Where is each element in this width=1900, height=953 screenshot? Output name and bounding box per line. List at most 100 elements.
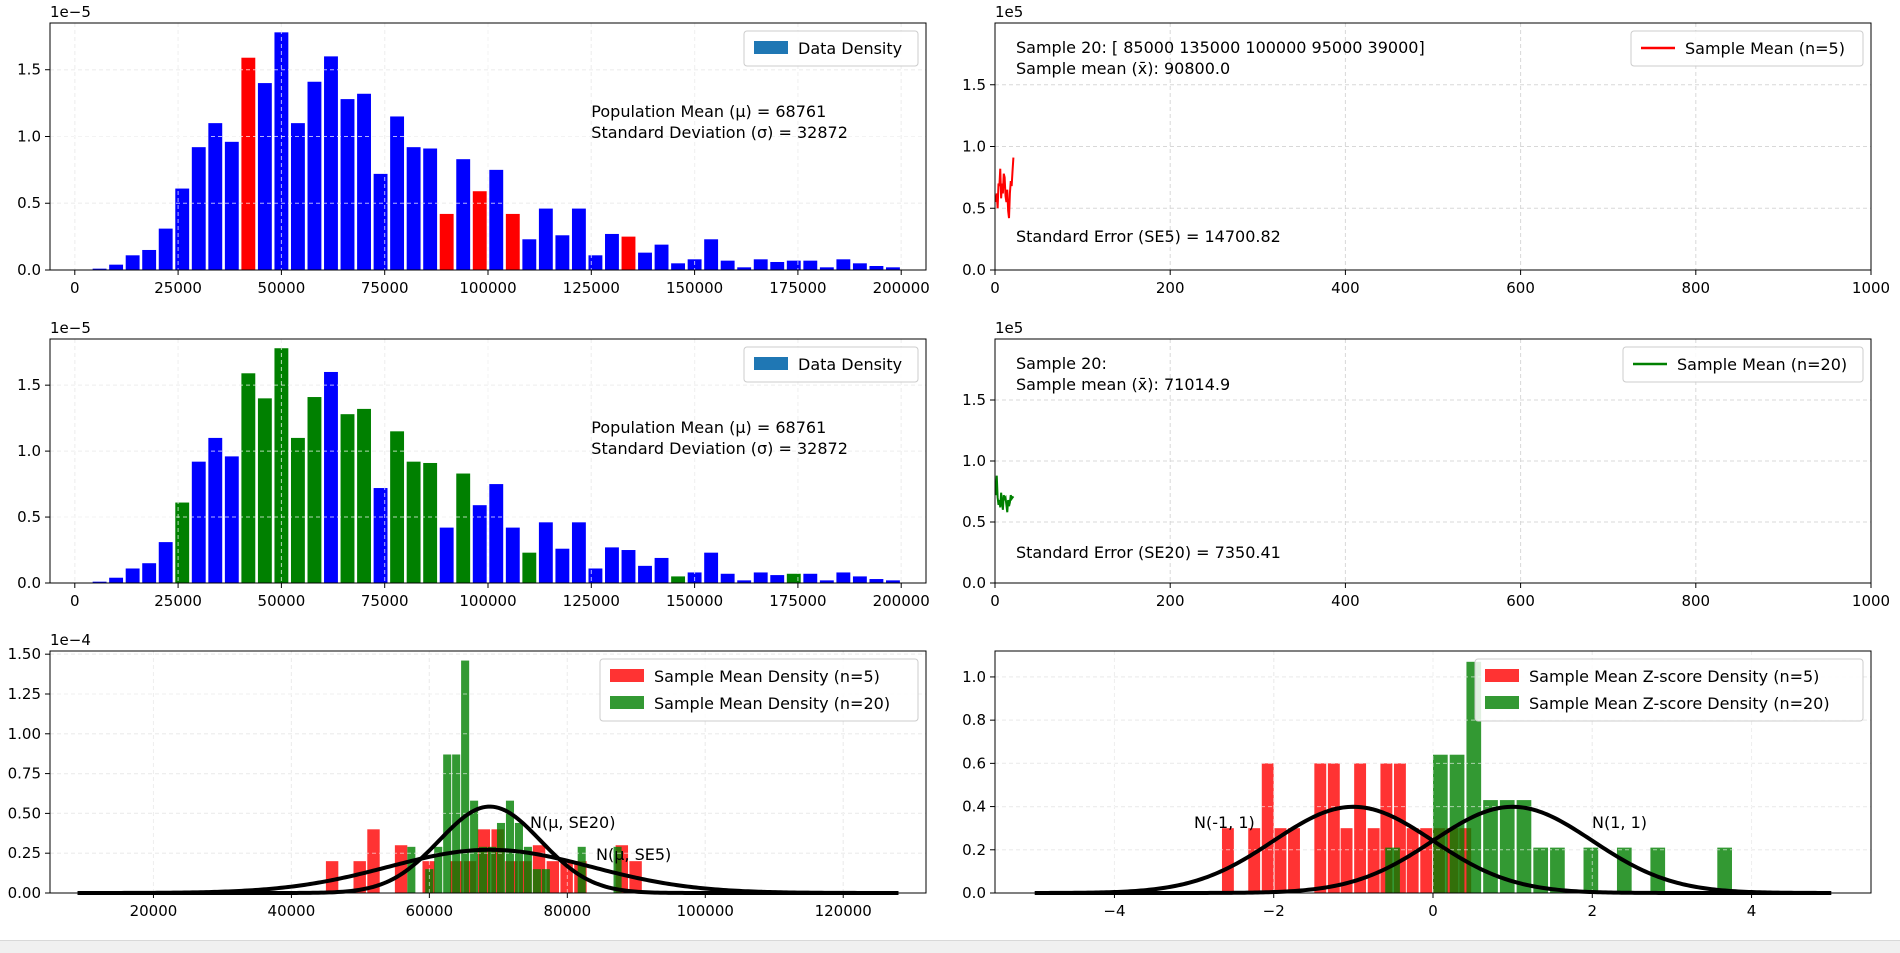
chart4-normal-curve-1 <box>77 847 899 895</box>
chart1-ytick-label-1: 0.5 <box>962 199 986 217</box>
chart2-legend-label-0: Data Density <box>798 355 902 374</box>
chart3-ytick-label-0: 0.0 <box>962 574 986 592</box>
chart5-series1-bar-1 <box>1433 754 1448 893</box>
chart4-series1-bar-15 <box>577 846 586 893</box>
chart0-bar-9 <box>224 141 239 270</box>
chart2-bar-10 <box>241 373 256 583</box>
chart0-bar-11 <box>257 83 272 270</box>
chart2-bar-24 <box>472 505 487 583</box>
chart3-xtick-label-0: 0 <box>990 592 1000 610</box>
chart0-bar-30 <box>571 208 586 270</box>
chart0-bar-5 <box>158 228 173 270</box>
chart2-ytick-label-1: 0.5 <box>17 508 41 526</box>
chart3-xtick-label-4: 800 <box>1681 592 1710 610</box>
chart0-bar-24 <box>472 191 487 270</box>
chart5-xtick-label-0: −4 <box>1103 902 1125 920</box>
chart0-bar-2 <box>109 264 124 270</box>
chart0-bar-32 <box>605 233 619 270</box>
chart2-bar-39 <box>720 573 735 583</box>
chart5-series1-bar-5 <box>1499 800 1515 893</box>
chart1-xtick-label-2: 400 <box>1331 279 1360 297</box>
chart5-series0-bar-13 <box>1420 828 1433 893</box>
chart2-bar-9 <box>224 456 239 583</box>
chart0-xtick-label-7: 175000 <box>769 279 826 297</box>
chart2-ytick-label-3: 1.5 <box>17 376 41 394</box>
chart5-series0-bar-11 <box>1393 763 1406 893</box>
chart0-bar-26 <box>505 213 520 270</box>
chart0-bar-18 <box>373 173 388 270</box>
chart4-offset-text: 1e−4 <box>50 631 91 649</box>
chart5-ytick-label-2: 0.4 <box>962 798 986 816</box>
chart4-series1-bar-1 <box>425 869 434 893</box>
chart4-xtick-label-1: 40000 <box>268 902 316 920</box>
chart2-bar-11 <box>257 398 272 583</box>
chart1-annotation-mean: Sample mean (x̄): 90800.0 <box>1016 59 1230 78</box>
chart4-legend-patch-1 <box>610 696 644 709</box>
chart4-series1-bar-5 <box>461 660 470 893</box>
chart2-bar-43 <box>786 573 801 583</box>
chart5-series0-bar-4 <box>1288 828 1300 893</box>
chart0-bar-39 <box>720 260 735 270</box>
chart5-ytick-label-1: 0.2 <box>962 841 986 859</box>
chart2-bar-7 <box>191 461 206 583</box>
chart0-bar-23 <box>456 159 471 270</box>
chart3-annotation-mean: Sample mean (x̄): 71014.9 <box>1016 375 1230 394</box>
chart3-xtick-label-5: 1000 <box>1852 592 1890 610</box>
chart0-bar-47 <box>852 263 867 270</box>
chart5-curve-label-1: N(1, 1) <box>1592 813 1647 832</box>
chart0-ytick-label-3: 1.5 <box>17 61 41 79</box>
chart4-series1-bar-9 <box>496 822 506 893</box>
chart1-xtick-label-4: 800 <box>1681 279 1710 297</box>
chart4-series1-bar-12 <box>523 846 532 893</box>
chart3-legend <box>1622 346 1864 383</box>
chart1-ytick-label-3: 1.5 <box>962 76 986 94</box>
chart0-ytick-label-1: 0.5 <box>17 194 41 212</box>
chart2-bar-28 <box>538 522 553 583</box>
chart2-bar-40 <box>737 580 752 583</box>
chart1-xtick-label-3: 600 <box>1506 279 1535 297</box>
chart5-ytick-label-5: 1.0 <box>962 668 986 686</box>
chart0-annotation-sd: Standard Deviation (σ) = 32872 <box>591 123 848 142</box>
chart4-xtick-label-4: 100000 <box>677 902 734 920</box>
chart0-xtick-label-8: 200000 <box>873 279 930 297</box>
chart0-bar-21 <box>423 148 438 270</box>
chart3-xtick-label-2: 400 <box>1331 592 1360 610</box>
chart3-ytick-label-3: 1.5 <box>962 391 986 409</box>
chart0-xtick-label-3: 75000 <box>361 279 409 297</box>
chart4-ytick-label-3: 0.75 <box>8 765 41 783</box>
chart4-legend-patch-0 <box>610 669 644 682</box>
chart2-bar-19 <box>390 431 405 583</box>
chart2-bar-49 <box>886 580 900 583</box>
chart0-bar-17 <box>357 93 371 270</box>
chart5-ytick-label-0: 0.0 <box>962 884 986 902</box>
chart5-series1-bar-11 <box>1650 847 1666 893</box>
chart2-bar-34 <box>638 565 652 583</box>
chart4-series1-bar-6 <box>470 800 479 893</box>
chart2-bar-15 <box>324 371 338 583</box>
chart5-series1-bar-10 <box>1616 847 1632 893</box>
chart4-legend <box>599 658 919 722</box>
chart2-bar-32 <box>605 547 619 583</box>
chart4-ytick-label-0: 0.00 <box>8 884 41 902</box>
chart4-series0-bar-3 <box>394 845 408 893</box>
chart1-xtick-label-1: 200 <box>1156 279 1185 297</box>
chart5-series0-bar-8 <box>1354 763 1367 893</box>
chart2-bar-44 <box>803 573 818 583</box>
chart5-legend-patch-1 <box>1485 696 1519 709</box>
chart2-annotation-mean: Population Mean (μ) = 68761 <box>591 418 826 437</box>
chart5-ytick-label-3: 0.6 <box>962 754 986 772</box>
chart0-bar-40 <box>737 267 752 270</box>
toolbar-strip <box>0 940 1900 953</box>
chart3-xtick-label-3: 600 <box>1506 592 1535 610</box>
chart2-bar-27 <box>522 552 537 583</box>
chart4-series0-bar-2 <box>367 829 380 893</box>
chart3-annotation-sample: Sample 20: <box>1016 354 1107 373</box>
chart0-bar-48 <box>869 265 884 270</box>
chart0-bar-20 <box>406 147 421 270</box>
chart2-xtick-label-7: 175000 <box>769 592 826 610</box>
chart4-xtick-label-3: 80000 <box>543 902 591 920</box>
chart4-frame <box>49 650 927 894</box>
chart4-curve-label-0: N(μ, SE20) <box>530 813 615 832</box>
chart5-legend <box>1474 658 1864 722</box>
chart0-bar-45 <box>819 267 834 270</box>
